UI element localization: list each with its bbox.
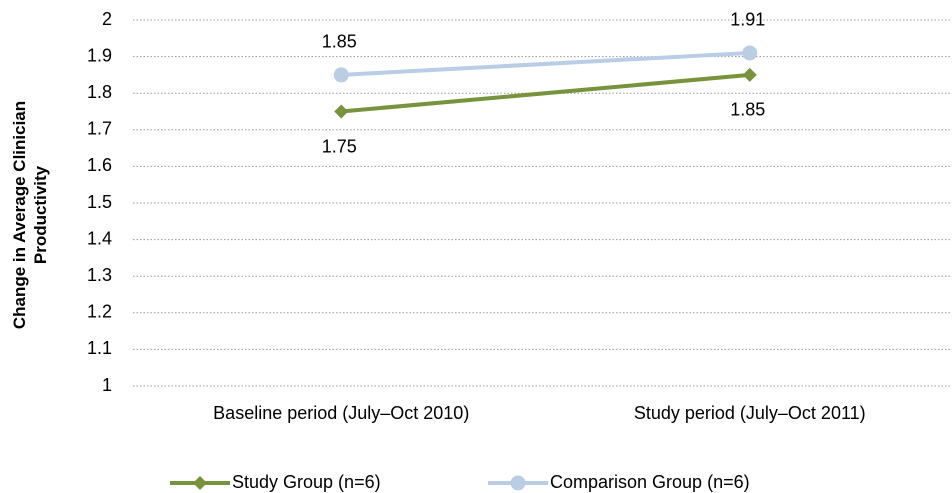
legend-label: Study Group (n=6) <box>232 472 381 492</box>
y-axis-label: Change in Average Clinician Productivity <box>10 100 50 330</box>
y-tick-label: 1.5 <box>87 192 112 212</box>
y-tick-label: 1.7 <box>87 119 112 139</box>
series-line <box>341 50 750 77</box>
y-tick-label: 1.6 <box>87 155 112 175</box>
data-label: 1.75 <box>322 136 357 156</box>
y-tick-label: 1 <box>102 375 112 395</box>
y-tick-label: 1.4 <box>87 228 112 248</box>
data-point <box>334 104 349 119</box>
y-tick-label: 1.9 <box>87 45 112 65</box>
data-point <box>742 67 757 82</box>
x-tick-label: Study period (July–Oct 2011) <box>634 403 866 423</box>
y-tick-label: 1.2 <box>87 302 112 322</box>
data-label: 1.91 <box>730 10 765 30</box>
data-label: 1.85 <box>730 100 765 120</box>
data-point <box>333 67 349 83</box>
data-label: 1.85 <box>322 32 357 52</box>
legend-marker <box>510 475 526 491</box>
legend-marker <box>193 476 207 490</box>
x-tick-label: Baseline period (July–Oct 2010) <box>213 403 469 423</box>
data-point <box>742 45 758 61</box>
y-tick-label: 2 <box>102 9 112 29</box>
y-tick-label: 1.8 <box>87 82 112 102</box>
legend-label: Comparison Group (n=6) <box>550 472 750 492</box>
series-line <box>341 72 750 114</box>
y-tick-label: 1.1 <box>87 338 112 358</box>
y-tick-label: 1.3 <box>87 265 112 285</box>
